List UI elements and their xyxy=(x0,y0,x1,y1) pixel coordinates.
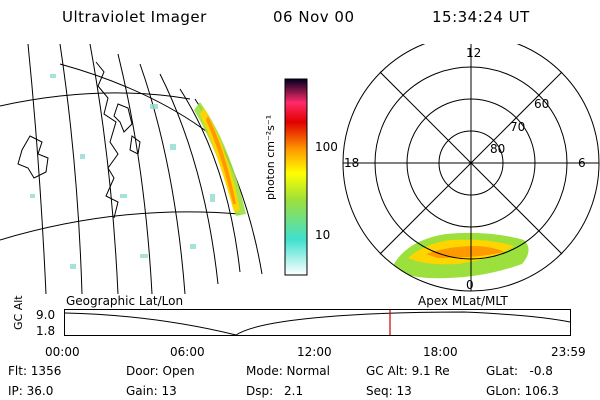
geographic-label: Geographic Lat/Lon xyxy=(66,294,184,308)
gain-value: Gain: 13 xyxy=(126,384,177,398)
time-label: 15:34:24 UT xyxy=(432,8,530,26)
map-lon-line xyxy=(59,44,83,294)
geo-latitude: GLat: -0.8 xyxy=(486,364,553,378)
altitude-axis-label: GC Alt xyxy=(12,295,25,330)
map-lon-line xyxy=(117,53,153,294)
dsp-label: Dsp: xyxy=(246,384,274,398)
altitude-tick-high: 9.0 xyxy=(36,308,56,322)
mlt-label-18: 18 xyxy=(344,156,360,170)
x-tick-0000: 00:00 xyxy=(45,345,80,359)
map-lat-line xyxy=(0,211,241,241)
coastline xyxy=(113,103,133,133)
door-status: Door: Open xyxy=(126,364,195,378)
x-tick-2359: 23:59 xyxy=(551,345,586,359)
colorbar xyxy=(284,78,308,276)
sequence-value: Seq: 13 xyxy=(366,384,412,398)
x-tick-1800: 18:00 xyxy=(423,345,458,359)
apex-label: Apex MLat/MLT xyxy=(418,294,508,308)
map-lon-line xyxy=(59,63,211,135)
date-label: 06 Nov 00 xyxy=(273,8,355,26)
lat-label-80: 80 xyxy=(490,142,506,156)
gc-altitude: GC Alt: 9.1 Re xyxy=(366,364,450,378)
lat-label-70: 70 xyxy=(510,120,526,134)
map-lon-line xyxy=(159,73,219,285)
lat-label-60: 60 xyxy=(534,97,550,111)
colorbar-tick-100: 100 xyxy=(315,140,338,154)
instrument-title: Ultraviolet Imager xyxy=(62,8,207,26)
polar-plot xyxy=(342,44,600,292)
coastline xyxy=(17,135,49,179)
geographic-map xyxy=(0,44,263,294)
altitude-tick-low: 1.8 xyxy=(36,324,56,338)
map-lon-line xyxy=(27,44,47,294)
altitude-curve xyxy=(64,311,571,336)
polar-axis xyxy=(379,71,563,255)
map-lon-line xyxy=(139,63,186,294)
mode-status: Mode: Normal xyxy=(246,364,330,378)
dsp-value: 2.1 xyxy=(284,384,304,398)
geo-longitude: GLon: 106.3 xyxy=(486,384,559,398)
colorbar-tick-10: 10 xyxy=(315,228,331,242)
coastline xyxy=(129,135,141,155)
altitude-frame xyxy=(64,309,571,336)
x-tick-0600: 06:00 xyxy=(170,345,205,359)
altitude-plot xyxy=(64,309,571,336)
auroral-emission-map xyxy=(194,102,246,216)
x-tick-1200: 12:00 xyxy=(297,345,332,359)
mlt-label-0: 0 xyxy=(466,278,474,292)
noise-speckle xyxy=(30,74,215,269)
ip-value: IP: 36.0 xyxy=(8,384,54,398)
mlt-label-12: 12 xyxy=(466,46,482,60)
map-lon-line xyxy=(89,44,119,294)
map-lat-line xyxy=(0,92,191,107)
coastline xyxy=(95,61,119,219)
mlt-label-6: 6 xyxy=(578,156,586,170)
map-lon-line xyxy=(179,88,241,273)
colorbar-unit-label: photon cm⁻²s⁻¹ xyxy=(264,114,277,200)
flight-number: Flt: 1356 xyxy=(8,364,62,378)
